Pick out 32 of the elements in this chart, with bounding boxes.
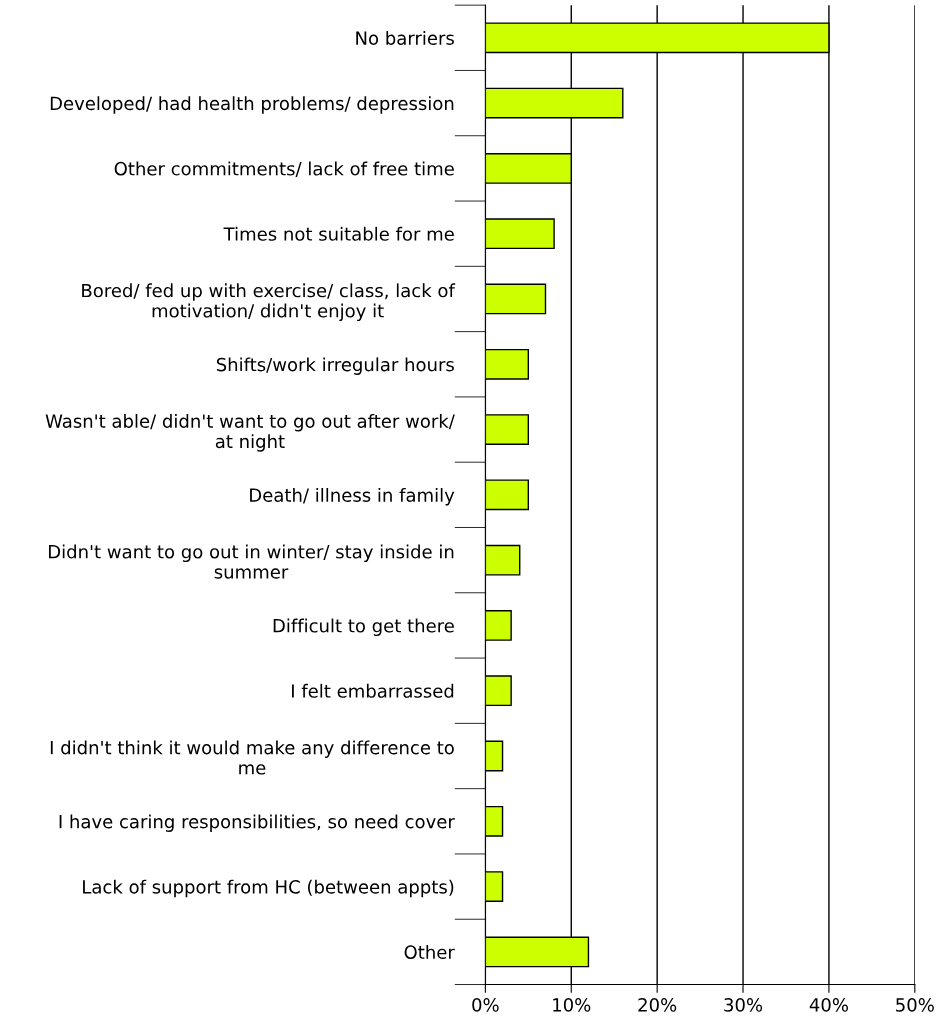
y-tick-label: Other commitments/ lack of free time <box>114 161 454 177</box>
y-tick-label: Other <box>404 945 455 959</box>
y-tick-label: No barriers <box>356 30 454 45</box>
bar <box>485 414 530 445</box>
x-tick-label: 20% <box>638 998 677 1012</box>
bar <box>485 283 547 315</box>
y-tick-label: Lack of support from HC (between appts) <box>83 879 454 898</box>
y-tick-label: I have caring responsibilities, so need cover <box>59 814 455 832</box>
x-tick-label: 10% <box>553 998 591 1012</box>
x-tick-label: 40% <box>809 998 848 1012</box>
y-tick-label: I didn't think it would make any difference to me <box>50 740 454 775</box>
bar <box>485 675 512 707</box>
bar <box>485 740 504 772</box>
y-tick-label: Didn't want to go out in winter/ stay inside in summer <box>49 544 454 579</box>
x-tick-label: 50% <box>896 998 934 1012</box>
bar <box>485 348 530 380</box>
x-tick-label: 0% <box>472 998 499 1012</box>
y-tick-label: Shifts/work irregular hours <box>216 357 454 375</box>
y-tick-label: Difficult to get there <box>273 618 454 637</box>
y-tick-label: Death/ illness in family <box>250 487 455 506</box>
bar <box>485 544 521 576</box>
y-tick-label: Wasn't able/ didn't want to go out after work/ at night <box>45 413 455 452</box>
y-tick-label: I felt embarrassed <box>292 683 454 698</box>
bar <box>485 871 504 902</box>
bar <box>485 805 504 837</box>
bar <box>485 610 512 641</box>
y-tick-label: Times not suitable for me <box>223 226 454 241</box>
bar <box>485 479 530 511</box>
bar <box>485 218 555 250</box>
x-tick-label: 30% <box>724 998 763 1012</box>
y-tick-label: Developed/ had health problems/ depression <box>50 96 454 114</box>
y-tick-label: Bored/ fed up with exercise/ class, lack of motivation/ didn't enjoy it <box>82 283 456 322</box>
